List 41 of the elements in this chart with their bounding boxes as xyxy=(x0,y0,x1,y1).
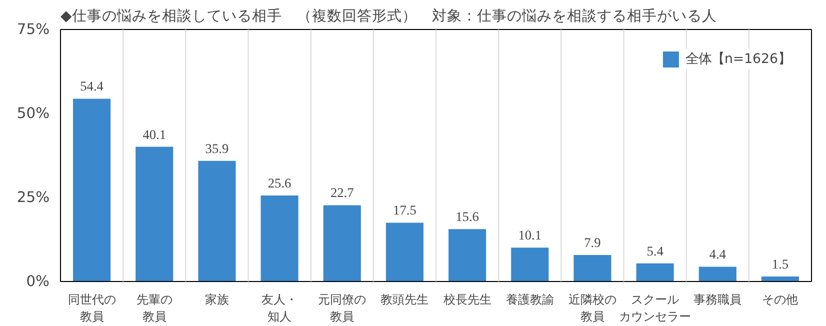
bar xyxy=(73,98,111,282)
data-label: 40.1 xyxy=(142,126,166,142)
bar xyxy=(636,263,674,282)
bar xyxy=(198,160,236,282)
x-tick-label: スクールカウンセラー xyxy=(619,292,692,324)
chart-title: ◆仕事の悩みを相談している相手 （複数回答形式） 対象：仕事の悩みを相談する相手がいる人 xyxy=(60,8,717,24)
bar xyxy=(386,222,424,282)
y-tick-label: 50% xyxy=(16,105,50,122)
bar xyxy=(574,254,612,282)
data-label: 22.7 xyxy=(330,185,354,200)
bar xyxy=(448,229,486,282)
data-label: 4.4 xyxy=(709,246,726,262)
x-tick-label: 元同僚の教員 xyxy=(318,292,366,324)
legend-label: 全体【n=1626】 xyxy=(685,50,791,68)
bar xyxy=(136,146,174,282)
x-tick-label: 教頭先生 xyxy=(380,292,429,306)
x-tick-label: 近隣校の教員 xyxy=(568,292,616,324)
x-tick-label: 校長先生 xyxy=(442,292,492,306)
data-label: 5.4 xyxy=(646,243,664,258)
data-label: 54.4 xyxy=(80,78,104,94)
x-tick-label: 事務職員 xyxy=(694,292,742,306)
bar xyxy=(698,266,736,282)
x-tick-label: その他 xyxy=(762,292,798,306)
x-tick-label: 家族 xyxy=(204,292,229,306)
y-tick-label: 75% xyxy=(16,21,50,38)
data-label: 25.6 xyxy=(268,175,292,190)
bar xyxy=(260,195,298,282)
bar xyxy=(323,205,361,282)
y-tick-label: 0% xyxy=(26,273,50,290)
data-label: 15.6 xyxy=(456,209,480,224)
y-tick-label: 25% xyxy=(16,189,50,206)
x-tick-label: 養護教諭 xyxy=(506,292,554,306)
x-tick-label: 友人・知人 xyxy=(262,292,298,324)
data-label: 17.5 xyxy=(393,202,417,218)
data-label: 1.5 xyxy=(772,256,789,272)
x-tick-label: 同世代の教員 xyxy=(68,292,116,324)
x-tick-label: 先輩の教員 xyxy=(136,292,172,324)
bar xyxy=(511,248,549,282)
data-label: 10.1 xyxy=(518,228,542,243)
data-label: 35.9 xyxy=(205,140,229,156)
data-label: 7.9 xyxy=(584,234,602,250)
